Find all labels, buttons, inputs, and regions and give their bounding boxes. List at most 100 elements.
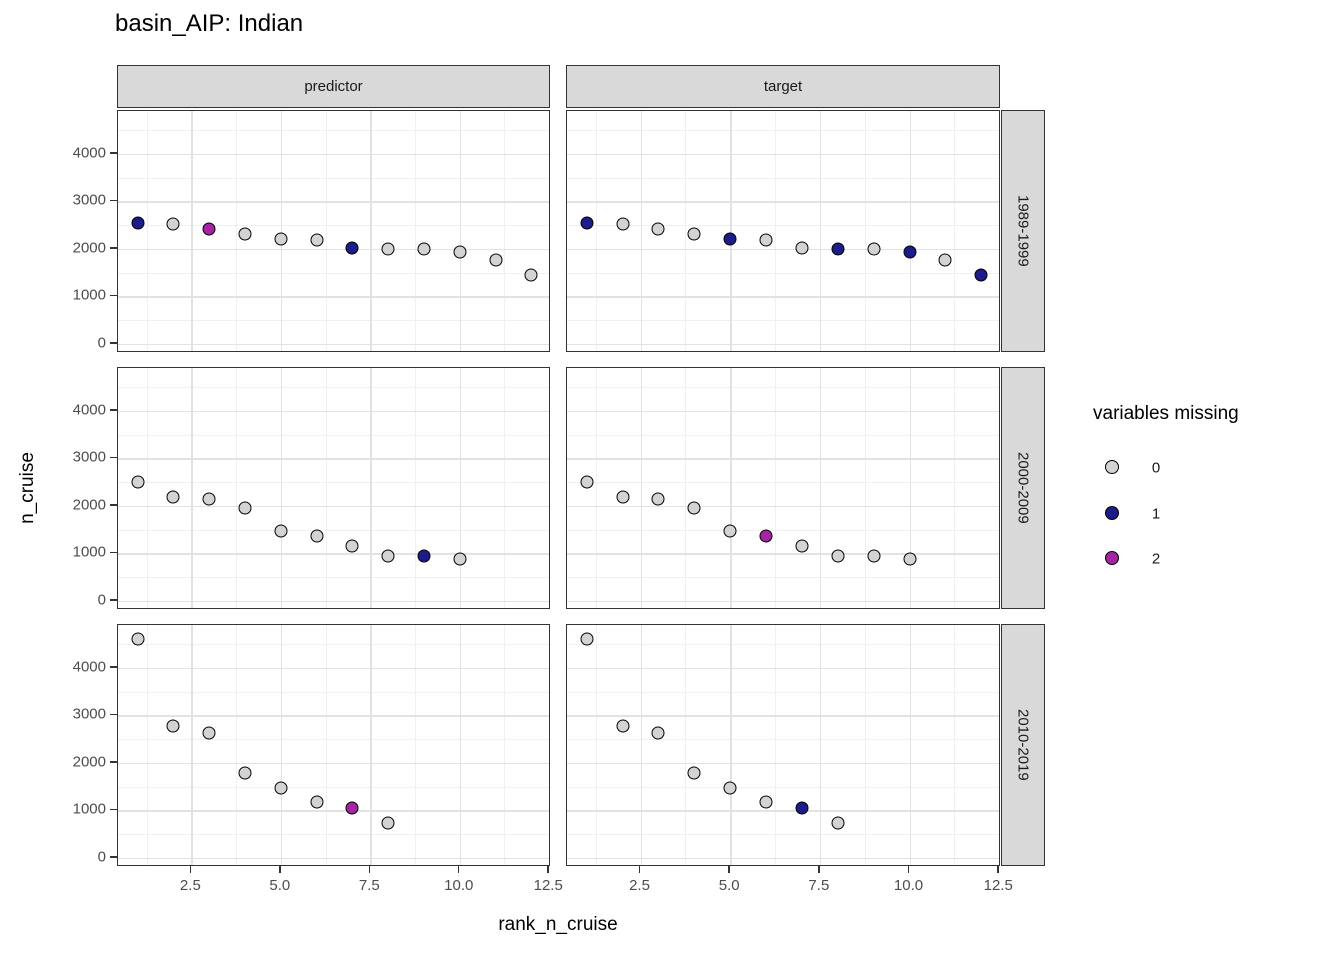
facet-strip-predictor: predictor	[117, 65, 550, 108]
gridline-major-y	[567, 201, 999, 203]
gridline-minor-y	[567, 320, 999, 322]
x-tick-label: 10.0	[893, 877, 924, 894]
y-tick-label: 2000	[72, 496, 106, 514]
data-point	[345, 241, 359, 255]
y-tick-label: 0	[97, 848, 106, 866]
gridline-major-x	[819, 111, 822, 351]
x-tick-label: 12.5	[533, 877, 563, 894]
gridline-minor-x	[685, 625, 687, 865]
data-point	[795, 539, 809, 553]
gridline-major-y	[567, 343, 999, 346]
gridline-major-x	[370, 111, 372, 351]
x-tick-mark	[547, 866, 549, 873]
panel-2000-2009-target	[566, 367, 1000, 609]
panel-2010-2019-target	[566, 624, 1000, 866]
gridline-minor-x	[146, 625, 148, 865]
chart-title: basin_AIP: Indian	[115, 10, 304, 37]
data-point	[381, 816, 395, 830]
facet-strip-label: 2000-2009	[1014, 452, 1032, 524]
gridline-major-x	[819, 368, 822, 608]
gridline-minor-x	[954, 111, 956, 351]
x-tick-mark	[907, 866, 910, 873]
data-point	[580, 632, 594, 646]
gridline-minor-y	[567, 387, 999, 389]
x-tick-label: 2.5	[629, 877, 650, 894]
data-point	[831, 549, 845, 563]
gridline-major-y	[118, 343, 549, 346]
legend-label-1: 1	[1151, 505, 1161, 522]
gridline-minor-y	[118, 644, 549, 646]
gridline-major-x	[640, 368, 643, 608]
gridline-minor-x	[775, 625, 777, 865]
facet-strip-target: target	[566, 65, 1000, 108]
data-point	[759, 233, 773, 247]
gridline-major-y	[567, 153, 999, 156]
gridline-major-x	[549, 625, 550, 865]
gridline-major-x	[549, 111, 550, 351]
gridline-major-y	[118, 715, 549, 717]
x-tick-mark	[189, 866, 192, 873]
data-point	[831, 816, 845, 830]
gridline-major-y	[118, 667, 549, 670]
data-point	[202, 726, 216, 740]
gridline-major-y	[567, 248, 999, 251]
y-tick-mark	[110, 456, 117, 459]
data-point	[831, 242, 845, 256]
gridline-major-x	[819, 625, 822, 865]
gridline-major-x	[191, 111, 193, 351]
data-point	[453, 245, 467, 259]
gridline-major-y	[118, 810, 549, 812]
gridline-minor-y	[567, 577, 999, 579]
gridline-major-x	[370, 625, 372, 865]
panel-2010-2019-predictor	[117, 624, 550, 866]
gridline-major-x	[191, 368, 193, 608]
data-point	[131, 632, 145, 646]
data-point	[903, 552, 917, 566]
data-point	[274, 524, 288, 538]
gridline-major-x	[549, 368, 550, 608]
y-tick-label: 1000	[72, 543, 106, 561]
data-point	[867, 549, 881, 563]
gridline-minor-y	[118, 482, 549, 484]
data-point	[310, 233, 324, 247]
y-tick-mark	[110, 409, 117, 411]
gridline-major-y	[567, 810, 999, 812]
gridline-major-x	[909, 625, 912, 865]
data-point	[687, 766, 701, 780]
x-tick-label: 7.5	[358, 877, 380, 894]
data-point	[131, 216, 145, 230]
gridline-major-y	[567, 458, 999, 460]
gridline-minor-x	[504, 625, 506, 865]
data-point	[759, 529, 773, 543]
y-tick-label: 4000	[72, 401, 106, 419]
data-point	[453, 552, 467, 566]
gridline-major-y	[567, 762, 999, 765]
gridline-minor-x	[595, 111, 597, 351]
data-point	[274, 781, 288, 795]
gridline-minor-x	[504, 368, 506, 608]
data-point	[202, 222, 216, 236]
gridline-minor-y	[567, 434, 999, 436]
gridline-minor-y	[567, 130, 999, 132]
gridline-minor-y	[118, 225, 549, 227]
gridline-major-x	[191, 625, 193, 865]
gridline-minor-y	[567, 786, 999, 788]
y-tick-mark	[110, 551, 117, 554]
data-point	[723, 232, 737, 246]
gridline-major-x	[909, 368, 912, 608]
y-tick-mark	[110, 342, 117, 344]
gridline-minor-y	[567, 834, 999, 836]
y-tick-mark	[110, 247, 117, 249]
gridline-major-x	[730, 368, 732, 608]
gridline-minor-x	[775, 368, 777, 608]
gridline-major-x	[999, 368, 1000, 608]
x-tick-mark	[279, 866, 281, 873]
data-point	[345, 539, 359, 553]
gridline-major-x	[999, 625, 1000, 865]
gridline-minor-y	[567, 644, 999, 646]
gridline-major-y	[567, 600, 999, 603]
gridline-minor-x	[415, 368, 417, 608]
data-point	[795, 801, 809, 815]
facet-strip-2010-2019: 2010-2019	[1001, 624, 1045, 866]
gridline-minor-y	[567, 482, 999, 484]
